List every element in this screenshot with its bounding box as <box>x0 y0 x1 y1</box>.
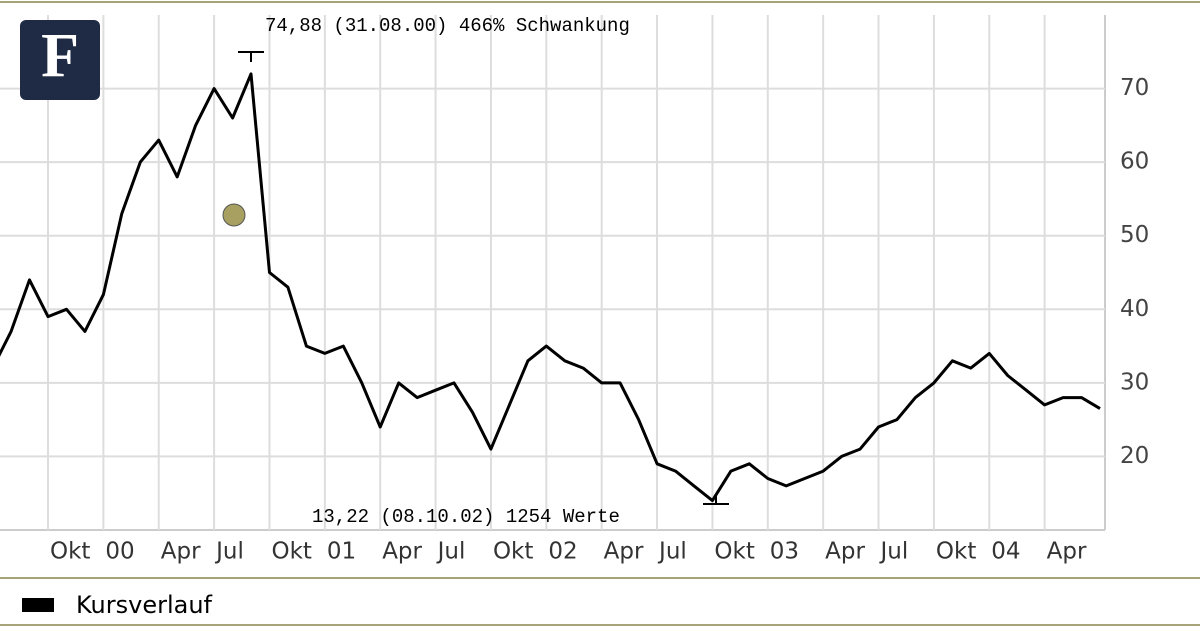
x-tick-label: Jul <box>436 539 466 565</box>
logo: F <box>41 22 79 90</box>
logo-box <box>20 20 100 100</box>
x-tick-label: 02 <box>548 539 577 565</box>
legend-label: Kursverlauf <box>76 591 213 619</box>
y-tick-label: 40 <box>1120 296 1149 322</box>
x-tick-label: 04 <box>991 539 1020 565</box>
y-tick-label: 70 <box>1120 75 1149 101</box>
x-tick-label: Apr <box>382 539 422 565</box>
x-tick-label: Okt <box>936 539 976 565</box>
low-marker <box>703 494 729 505</box>
x-tick-label: Apr <box>825 539 865 565</box>
x-tick-label: Okt <box>50 539 90 565</box>
grid: 20 30 40 50 60 70 Okt 00 Apr Jul Okt 01 Apr Jul Okt 02 A… <box>0 15 1149 565</box>
x-tick-label: Apr <box>1047 539 1087 565</box>
x-tick-label: 01 <box>327 539 356 565</box>
x-tick-label: Okt <box>714 539 754 565</box>
x-tick-label: Jul <box>214 539 244 565</box>
y-tick-label: 60 <box>1120 149 1149 175</box>
legend-swatch <box>22 598 54 612</box>
x-tick-label: Apr <box>161 539 201 565</box>
price-line <box>0 72 1101 503</box>
high-annotation: 74,88 (31.08.00) 466% Schwankung <box>265 15 630 37</box>
high-marker <box>238 51 264 62</box>
y-tick-label: 30 <box>1120 369 1149 395</box>
x-tick-label: 03 <box>770 539 799 565</box>
x-tick-label: Apr <box>604 539 644 565</box>
y-tick-label: 20 <box>1120 443 1149 469</box>
x-tick-label: Jul <box>879 539 909 565</box>
marks <box>0 51 1101 505</box>
x-tick-label: 00 <box>105 539 134 565</box>
x-tick-label: Okt <box>271 539 311 565</box>
x-tick-label: Okt <box>493 539 533 565</box>
low-annotation: 13,22 (08.10.02) 1254 Werte <box>312 506 620 528</box>
y-tick-label: 50 <box>1120 222 1149 248</box>
s-marker <box>222 203 246 227</box>
x-tick-label: Jul <box>657 539 687 565</box>
